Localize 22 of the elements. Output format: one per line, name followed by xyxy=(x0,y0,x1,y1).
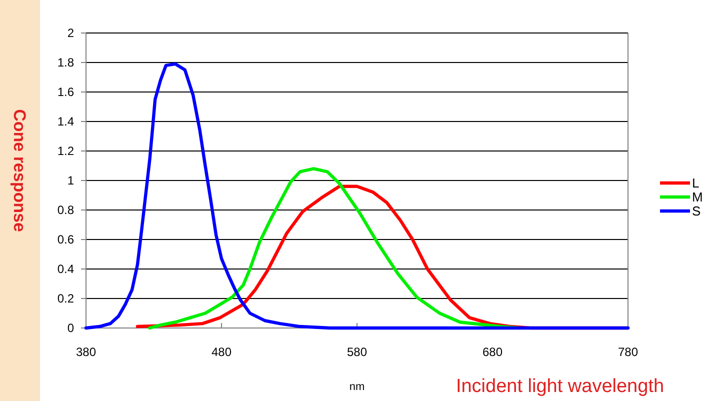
y-tick-label: 1.8 xyxy=(57,56,74,70)
y-axis-title: Cone response xyxy=(10,109,29,232)
y-tick-label: 1 xyxy=(67,174,74,188)
x-tick-label: 780 xyxy=(618,345,638,359)
y-tick-label: 1.2 xyxy=(57,144,74,158)
y-tick-label: 1.6 xyxy=(57,85,74,100)
legend-label: S xyxy=(692,204,701,219)
text: Incident light wavelength xyxy=(456,376,664,397)
y-tick-label: 2 xyxy=(67,26,74,40)
legend-label: M xyxy=(692,190,703,205)
y-tick-label: 0.6 xyxy=(57,232,74,247)
x-tick-label: 580 xyxy=(346,345,368,359)
x-tick-label: 680 xyxy=(482,345,503,359)
y-tick-label: 0 xyxy=(67,321,74,336)
y-tick-label: 0.2 xyxy=(57,292,74,306)
x-tick-label: 480 xyxy=(211,345,232,359)
y-tick-label: 0.8 xyxy=(57,203,74,218)
x-axis-title: nm xyxy=(349,381,365,393)
y-tick-label: 0.4 xyxy=(57,262,74,276)
legend-label: L xyxy=(692,176,700,191)
x-tick-label: 380 xyxy=(76,345,96,359)
y-tick-label: 1.4 xyxy=(57,114,74,129)
